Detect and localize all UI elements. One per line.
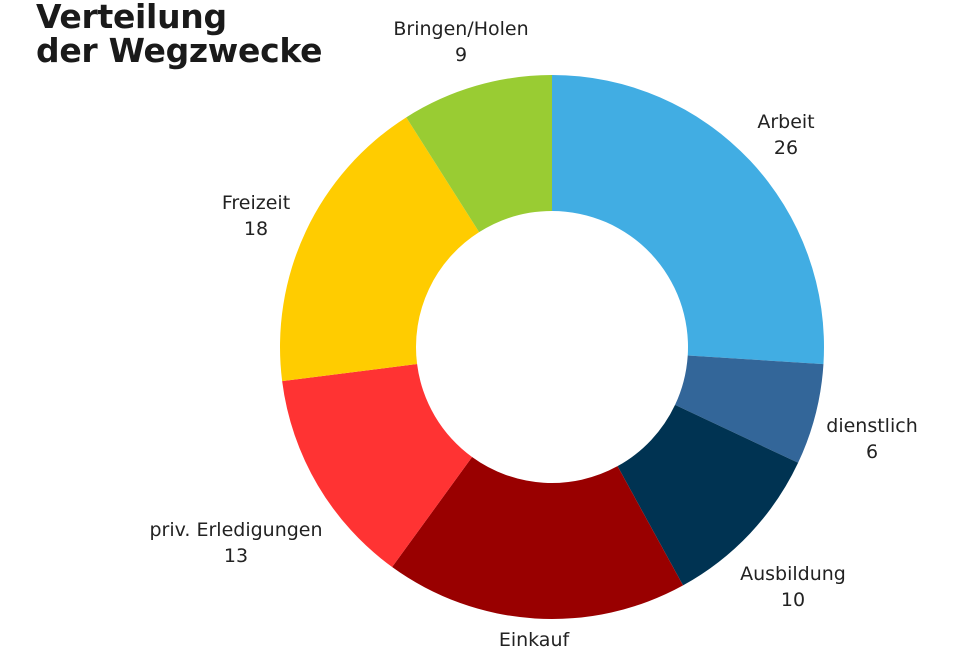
chart-title-line-1: Verteilung xyxy=(36,0,227,36)
slice-bringen-holen xyxy=(406,75,552,233)
slice-value-label: 18 xyxy=(244,218,268,240)
slice-value-label: 9 xyxy=(455,44,467,66)
slice-value-label: 6 xyxy=(866,441,878,463)
slice-label-freizeit: Freizeit 18 xyxy=(222,192,290,240)
slice-category-label: Einkauf xyxy=(499,629,571,650)
slice-value-label: 26 xyxy=(774,137,798,159)
slice-label-priv-erledigungen: priv. Erledigungen 13 xyxy=(149,519,322,567)
slice-label-ausbildung: Ausbildung 10 xyxy=(740,563,846,611)
donut-slices xyxy=(280,75,824,619)
slice-category-label: dienstlich xyxy=(826,415,917,437)
slice-label-arbeit: Arbeit 26 xyxy=(757,111,814,159)
slice-category-label: Freizeit xyxy=(222,192,290,214)
slice-ausbildung xyxy=(617,404,799,586)
chart-title: Verteilung der Wegzwecke xyxy=(36,0,322,68)
slice-category-label: Ausbildung xyxy=(740,563,846,585)
slice-category-label: priv. Erledigungen xyxy=(149,519,322,541)
slice-label-bringen-holen: Bringen/Holen 9 xyxy=(393,18,528,66)
slice-priv-erledigungen xyxy=(282,364,473,568)
slice-freizeit xyxy=(280,117,480,382)
slice-category-label: Bringen/Holen xyxy=(393,18,528,40)
slice-label-dienstlich: dienstlich 6 xyxy=(826,415,917,463)
slice-arbeit xyxy=(552,75,824,365)
slice-label-einkauf: Einkauf xyxy=(499,629,571,650)
slice-value-label: 13 xyxy=(224,545,248,567)
chart-title-line-2: der Wegzwecke xyxy=(36,31,323,70)
slice-value-label: 10 xyxy=(781,589,805,611)
slice-dienstlich xyxy=(675,355,824,463)
slice-einkauf xyxy=(392,457,684,619)
slice-category-label: Arbeit xyxy=(757,111,814,133)
slice-labels: Arbeit 26 dienstlich 6 Ausbildung 10 Einkauf pr… xyxy=(149,18,917,650)
